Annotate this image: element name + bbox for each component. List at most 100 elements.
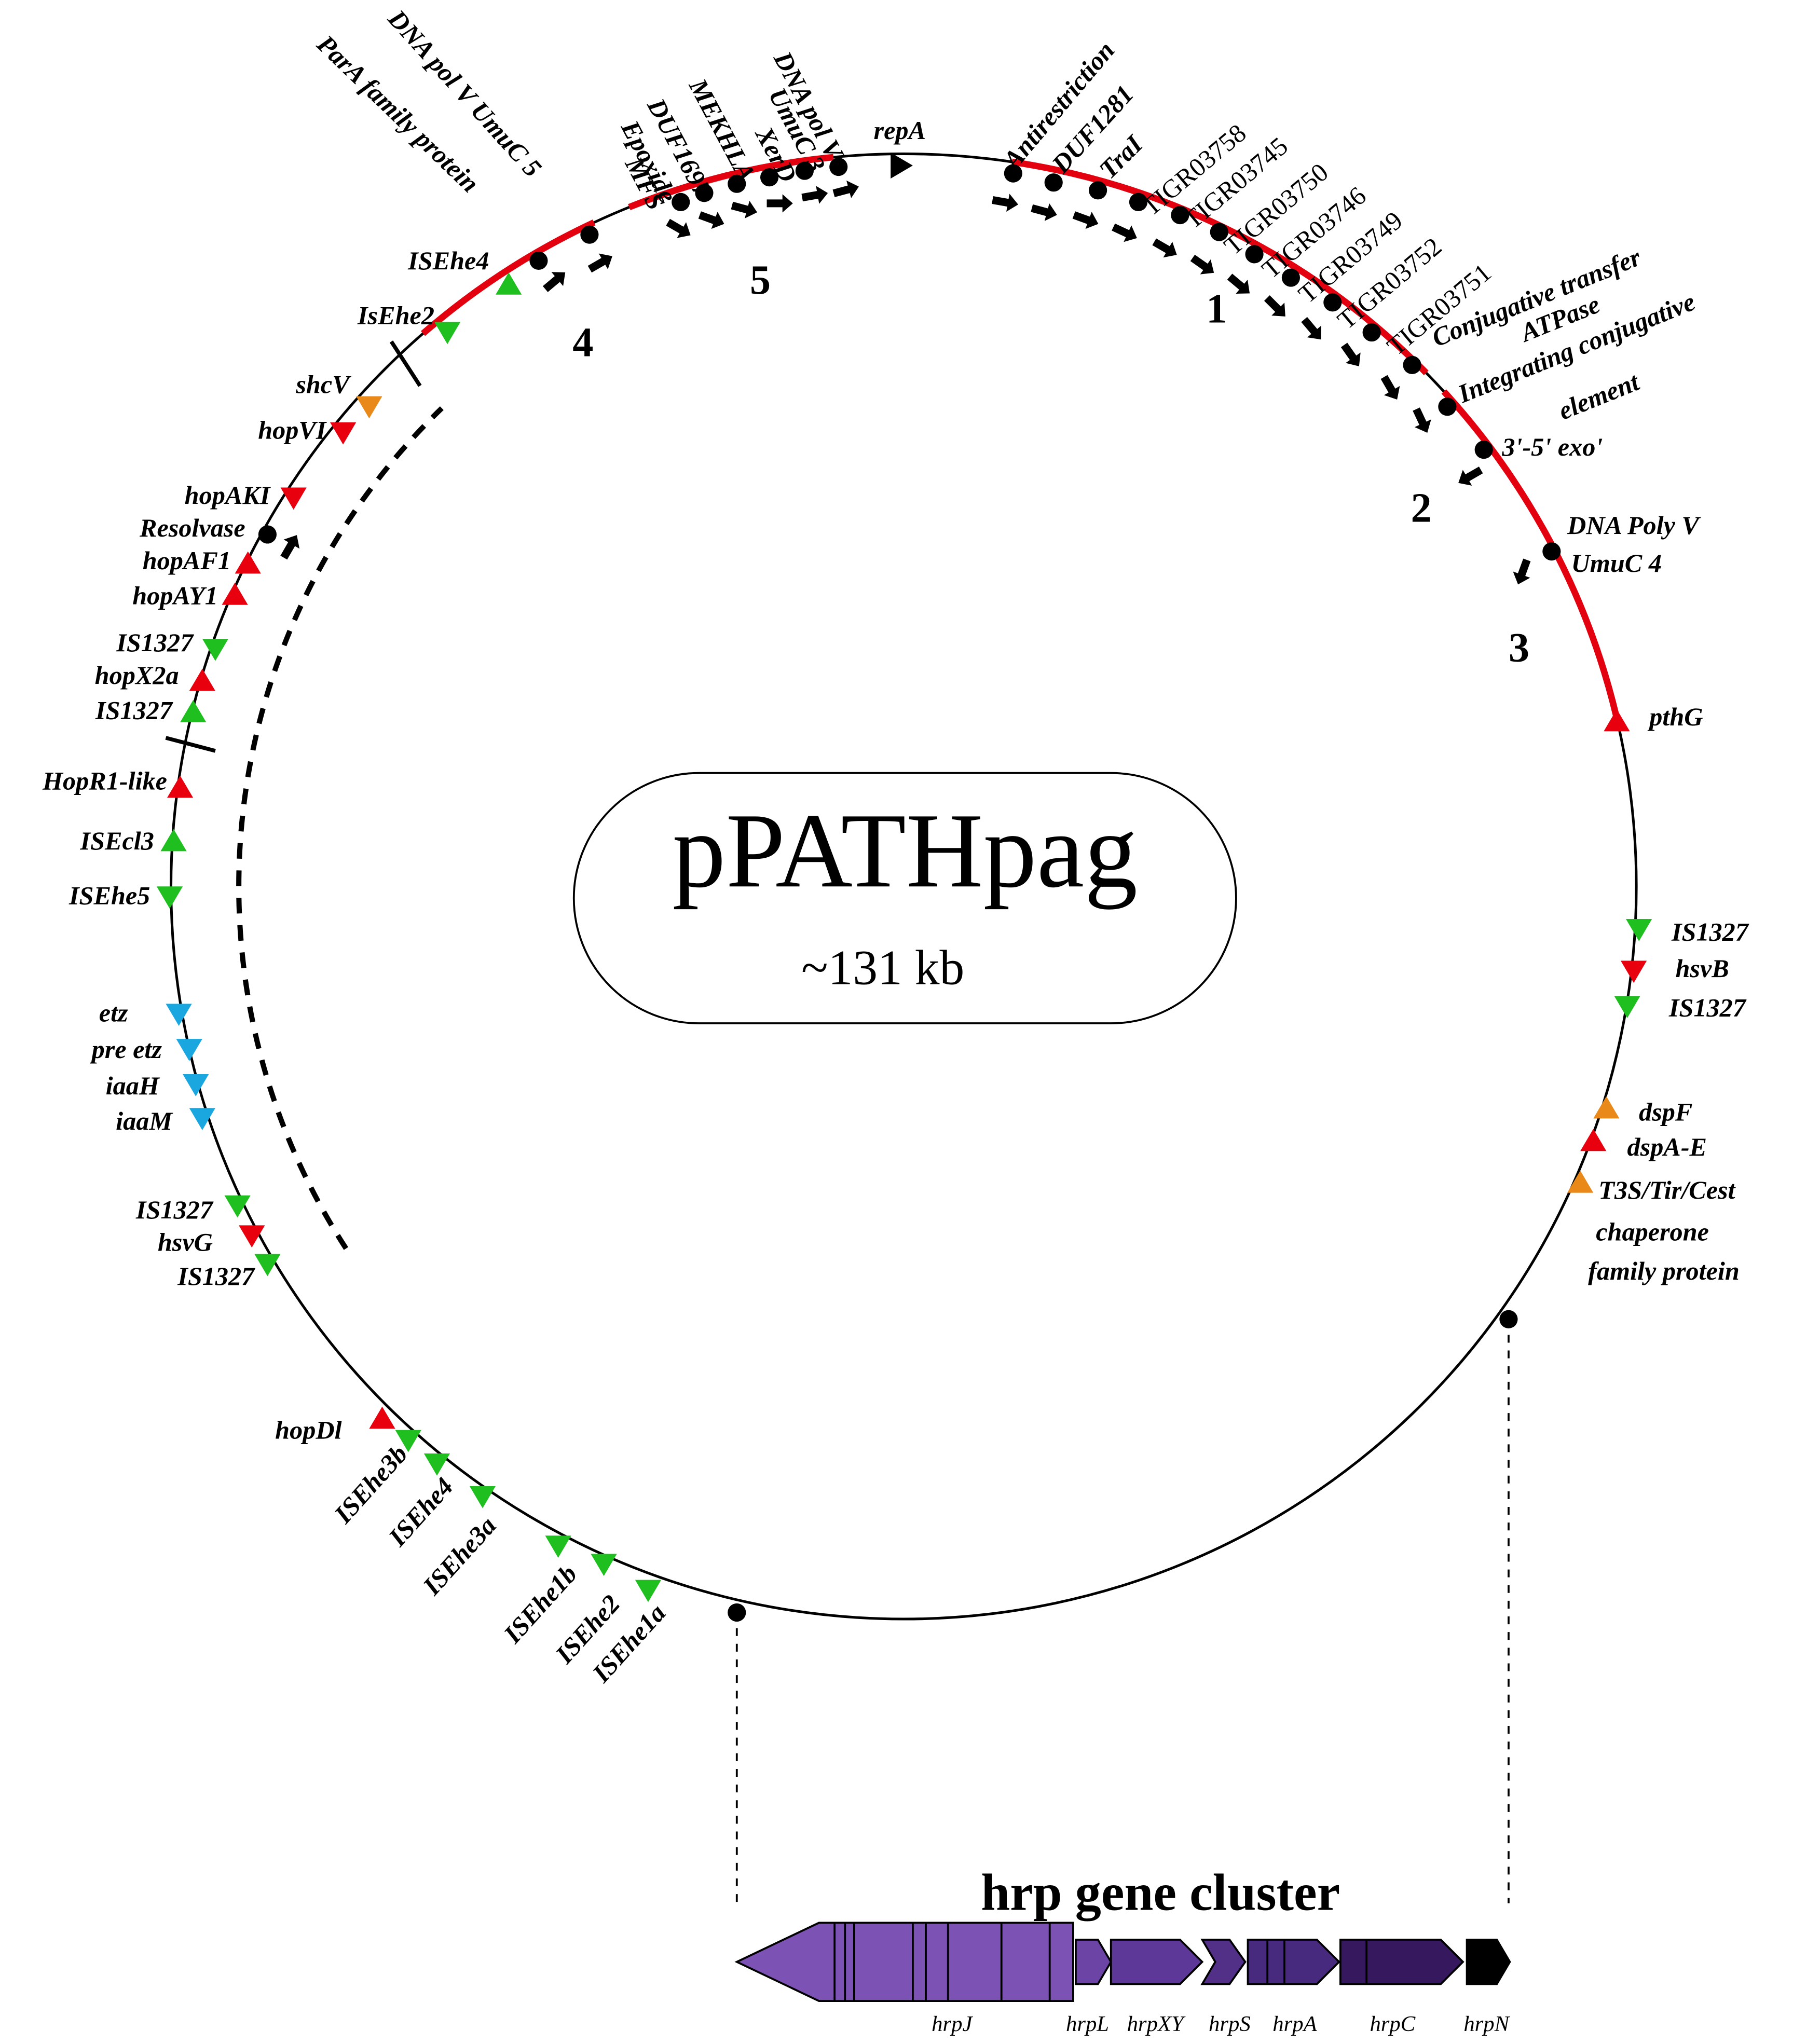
locus-dot xyxy=(1403,355,1421,374)
hrp-cluster xyxy=(734,1922,1511,2002)
feature-triangle xyxy=(1593,1096,1620,1119)
gene-arrow xyxy=(1200,1939,1247,1985)
direction-arrow xyxy=(666,218,691,238)
feature-triangle xyxy=(176,1039,202,1061)
red-region xyxy=(628,154,834,211)
direction-arrow xyxy=(1227,273,1250,294)
feature-triangle xyxy=(222,582,248,605)
gene-label: ISEcl3 xyxy=(79,826,154,855)
direction-arrow xyxy=(1458,467,1483,486)
feature-triangle xyxy=(1580,1129,1607,1151)
gene-label: IS1327 xyxy=(177,1261,255,1291)
locus-dot xyxy=(728,174,746,193)
feature-triangle xyxy=(202,638,229,661)
gene-label: family protein xyxy=(1588,1256,1740,1285)
gene-label: iaaM xyxy=(116,1106,173,1135)
gene-label: IS1327 xyxy=(1668,993,1747,1022)
cluster-gene-label: hrpXY xyxy=(1127,2012,1186,2036)
feature-triangle xyxy=(166,1004,192,1026)
gene-label: hsvB xyxy=(1675,954,1729,983)
feature-triangle xyxy=(395,1430,421,1452)
boundary-bar xyxy=(389,340,422,387)
direction-arrow xyxy=(1513,558,1531,585)
direction-arrow xyxy=(1072,211,1099,229)
cluster-gene-label: hrpA xyxy=(1272,2012,1317,2036)
feature-triangle xyxy=(434,322,461,345)
locus-dot xyxy=(1245,245,1264,264)
locus-dot xyxy=(695,184,714,202)
direction-arrow xyxy=(1264,295,1285,317)
direction-arrow xyxy=(1340,342,1361,366)
cluster-gene-label: hrpC xyxy=(1370,2012,1415,2036)
direction-arrow xyxy=(280,535,300,560)
gene-label: hopVI xyxy=(258,416,327,445)
feature-triangle xyxy=(156,886,183,909)
plasmid-name: pPATHpag xyxy=(673,791,1138,910)
gene-label: pre etz xyxy=(90,1035,162,1064)
gene-label: hopDl xyxy=(275,1415,341,1444)
direction-arrow xyxy=(587,253,612,273)
direction-arrow xyxy=(1031,203,1057,221)
gene-label: dspA-E xyxy=(1627,1132,1707,1161)
gene-label: DNA Poly V xyxy=(1567,511,1701,540)
gene-arrow xyxy=(1110,1939,1204,1985)
locus-dot xyxy=(1281,268,1301,287)
locus-dot xyxy=(580,225,599,244)
locus-dot xyxy=(1210,223,1228,241)
gene-label: IS1327 xyxy=(95,696,173,725)
gene-arrow xyxy=(734,1922,1074,2002)
cluster-title: hrp gene cluster xyxy=(981,1863,1340,1921)
feature-triangle xyxy=(167,775,194,798)
gene-label: hopAF1 xyxy=(143,546,231,575)
gene-label: hsvG xyxy=(158,1228,213,1257)
cluster-gene-label: hrpJ xyxy=(932,2012,973,2036)
gene-label: hopX2a xyxy=(95,661,179,690)
gene-label: dspF xyxy=(1639,1097,1692,1126)
region-number: 3 xyxy=(1509,625,1529,671)
gene-label: chaperone xyxy=(1596,1217,1709,1246)
feature-triangle xyxy=(1626,919,1652,941)
feature-triangle xyxy=(239,1225,265,1248)
direction-arrow xyxy=(542,272,566,292)
locus-dot xyxy=(1171,205,1189,225)
feature-triangle xyxy=(1604,709,1630,732)
gene-label: HopR1-like xyxy=(42,766,167,795)
feature-triangle xyxy=(189,1108,215,1131)
cluster-gene-label: hrpN xyxy=(1463,2012,1510,2036)
gene-label: IS1327 xyxy=(135,1195,214,1224)
locus-dot xyxy=(760,168,779,187)
locus-dot xyxy=(1438,397,1457,416)
gene-label: ISEhe5 xyxy=(69,881,150,910)
gene-label: pthG xyxy=(1647,702,1703,731)
gene-label: UmuC 4 xyxy=(1571,548,1662,578)
gene-arrow xyxy=(1247,1939,1341,1985)
plasmid-size: ~131 kb xyxy=(801,940,964,995)
feature-triangle xyxy=(496,272,522,295)
locus-dot xyxy=(258,525,277,544)
locus-dot xyxy=(1474,441,1493,459)
gene-arrow xyxy=(1466,1939,1511,1985)
feature-triangle xyxy=(369,1406,395,1429)
feature-triangle xyxy=(635,1580,662,1602)
red-region xyxy=(420,220,596,336)
locus-dot xyxy=(1499,1310,1518,1328)
direction-arrow xyxy=(1380,375,1400,400)
direction-arrow xyxy=(1301,317,1321,340)
center-box xyxy=(572,772,1237,1024)
direction-arrow xyxy=(698,211,724,229)
locus-dot xyxy=(1323,293,1342,312)
direction-arrow xyxy=(832,180,859,198)
gene-label: ISEhe4 xyxy=(407,246,489,275)
feature-triangle xyxy=(180,700,207,722)
feature-triangle xyxy=(1620,961,1647,983)
gene-label: Resolvase xyxy=(139,513,245,542)
region-number: 5 xyxy=(750,257,771,303)
cluster-gene-label: hrpL xyxy=(1066,2012,1109,2036)
direction-arrow xyxy=(1152,238,1177,258)
feature-triangle xyxy=(469,1486,496,1508)
locus-dot xyxy=(529,251,548,270)
region-number: 4 xyxy=(572,320,593,366)
feature-triangle xyxy=(423,1453,450,1476)
direction-arrow xyxy=(731,200,758,218)
